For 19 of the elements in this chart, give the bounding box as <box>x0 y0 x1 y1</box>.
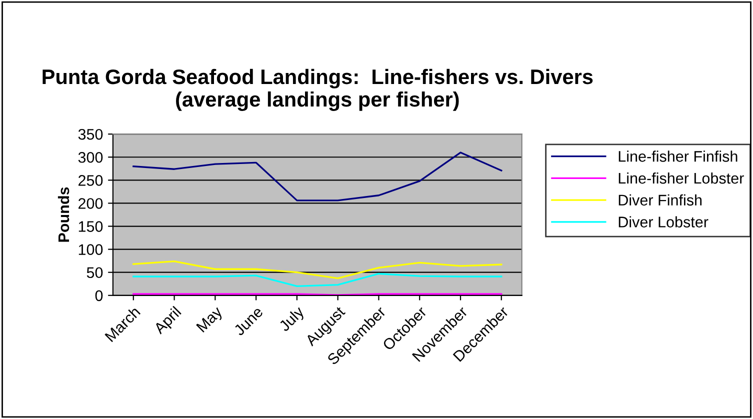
y-tick-label: 100 <box>78 244 103 255</box>
y-tick-label: 0 <box>95 290 103 302</box>
x-tick-label: May <box>196 306 226 335</box>
y-tick-label: 50 <box>86 267 103 278</box>
legend-label: Diver Lobster <box>618 216 708 228</box>
y-tick-label: 150 <box>78 221 103 232</box>
legend-label: Line-fisher Lobster <box>618 172 744 184</box>
y-tick-label: 200 <box>78 198 103 209</box>
y-tick-label: 350 <box>78 128 103 140</box>
x-tick-label: July <box>278 305 307 334</box>
legend-label: Diver Finfish <box>618 194 702 206</box>
line-series <box>132 152 502 202</box>
y-axis-title: Pounds <box>58 187 70 242</box>
chart-title: Punta Gorda Seafood Landings: Line-fishers vs. Divers (average landings per fisher) <box>42 68 593 111</box>
line-series <box>132 260 502 280</box>
legend-label: Line-fisher Finfish <box>618 150 738 162</box>
y-tick-label: 250 <box>78 175 103 186</box>
line-series <box>132 272 502 288</box>
y-tick-label: 300 <box>78 152 103 163</box>
